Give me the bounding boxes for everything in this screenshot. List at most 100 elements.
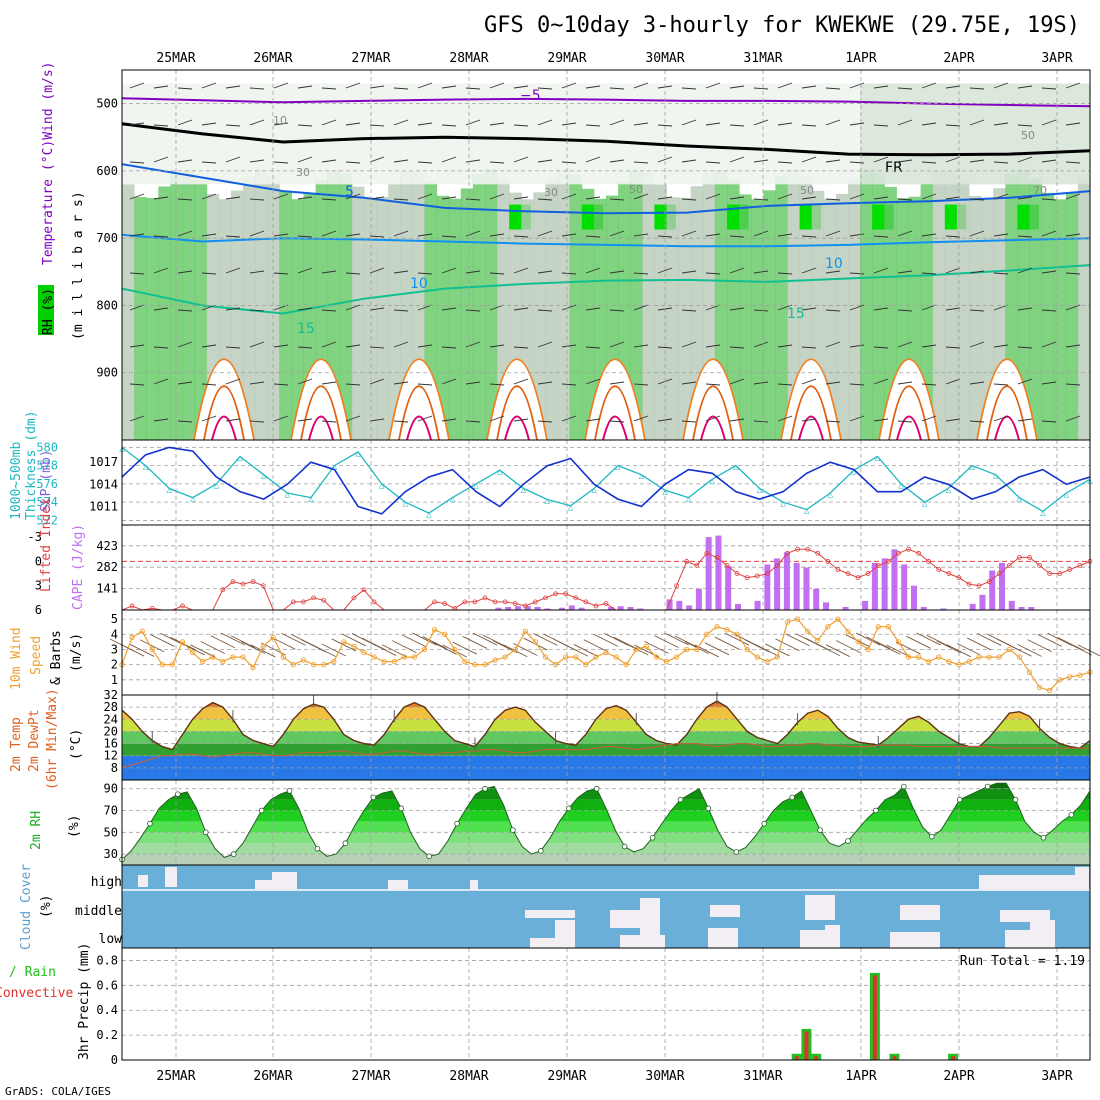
li-marker [321, 597, 327, 603]
cloud-clear-block [530, 938, 575, 948]
upper-wind-barb [537, 198, 553, 201]
li-marker [815, 550, 821, 556]
upper-wind-barb [681, 230, 697, 237]
rh-shade-band [1053, 199, 1067, 440]
wind10-barb [906, 635, 931, 649]
wind10-marker [613, 654, 619, 660]
upper-wind-barb [945, 378, 961, 385]
li-tick-label: 3 [35, 579, 42, 593]
upper-wind-barb [393, 230, 409, 237]
upper-wind-barb [993, 82, 1009, 89]
upper-wind-barb [345, 344, 361, 348]
li-marker [956, 575, 962, 581]
rh-shade-upper [509, 83, 522, 185]
rh-shade-band [243, 176, 256, 441]
upper-wind-barb [585, 307, 601, 311]
upper-wind-barb [177, 341, 193, 348]
upper-wind-barb [849, 344, 865, 348]
rh-shade-band [122, 184, 135, 440]
upper-left-label-rh: RH (%) [41, 288, 56, 335]
rh-shade-band [763, 190, 776, 440]
wind10-marker [653, 654, 660, 660]
upper-wind-barb [897, 87, 913, 90]
upper-wind-barb [249, 119, 265, 126]
rh-shade-upper [460, 83, 474, 185]
rh-shade-band [158, 186, 171, 440]
rh2m-marker [342, 840, 349, 847]
upper-wind-barb [129, 415, 145, 422]
rh-shade-band [557, 169, 571, 441]
date-label-top: 27MAR [351, 51, 390, 66]
temp-25-contour [692, 385, 734, 441]
upper-wind-barb [393, 198, 409, 201]
thickness-marker: △ [521, 485, 527, 495]
upper-wind-barb [849, 122, 865, 126]
upper-wind-barb [321, 87, 337, 90]
upper-wind-barb [369, 124, 385, 127]
date-label-top: 31MAR [743, 51, 782, 66]
date-label-bottom: 25MAR [156, 1069, 195, 1084]
wind10-marker [704, 631, 710, 637]
rh2m-marker [482, 785, 488, 792]
wind10-marker [421, 646, 428, 653]
upper-wind-barb [489, 82, 505, 89]
cloud-clear-block [979, 875, 1089, 890]
rh-shade-upper [448, 83, 462, 185]
precip-label-1: Total / Rain [0, 965, 56, 980]
wind10-barb [976, 633, 1002, 646]
wind10-marker [815, 637, 821, 644]
upper-wind-barb [1041, 381, 1057, 385]
cape-bar [862, 600, 869, 610]
upper-wind-barb [201, 161, 217, 164]
rh-shade-band [751, 199, 764, 440]
wind10-barb [644, 640, 669, 654]
upper-wind-barb [945, 346, 961, 349]
upper-wind-barb [633, 161, 649, 164]
upper-wind-barb [297, 85, 313, 89]
rh2m-marker [230, 851, 237, 857]
upper-wind-barb [993, 161, 1009, 164]
rh-shade-band [642, 171, 655, 440]
rh2m-label-2: (%) [67, 815, 82, 838]
upper-wind-barb [849, 233, 865, 237]
rh-shade-upper [424, 83, 438, 185]
precip-label-2: Convective [0, 986, 73, 1001]
slp-tick-label: 1011 [89, 500, 118, 514]
thickness-marker: △ [780, 499, 786, 509]
cape-bar [764, 564, 771, 610]
rh-shade-band [279, 190, 292, 440]
cloud-clear-block [640, 898, 660, 938]
upper-wind-barb [873, 346, 889, 349]
upper-wind-barb [153, 378, 169, 385]
wind10-barb [129, 644, 155, 657]
li-marker [361, 587, 367, 593]
li-marker [946, 571, 952, 576]
upper-wind-barb [321, 420, 337, 423]
upper-wind-barb [225, 124, 241, 127]
upper-wind-barb [417, 383, 433, 386]
contour-label: 15 [297, 321, 315, 337]
rh-band [122, 832, 1090, 844]
cloud-clear-block [1030, 920, 1055, 948]
upper-wind-barb [129, 82, 145, 89]
wind10-barb [936, 640, 962, 654]
rh-shade-band [884, 186, 897, 440]
upper-labels: RH (%) Temperature (°C)Wind (m/s) (m i l… [38, 62, 86, 340]
cloud-level-high: high [91, 875, 122, 890]
cloud-bg [122, 865, 1090, 948]
date-label-top: 26MAR [253, 51, 292, 66]
li-marker [744, 575, 750, 581]
upper-wind-barb [657, 267, 673, 274]
rh2m-line [121, 782, 1091, 860]
li-marker [492, 599, 498, 605]
wind10-barb [1077, 644, 1100, 657]
upper-wind-barb [297, 196, 313, 200]
upper-wind-barb [417, 233, 433, 237]
rh-band [122, 788, 1090, 800]
rh2m-marker [789, 794, 795, 801]
li-marker [764, 571, 770, 576]
cape-bar [901, 564, 908, 610]
wind10-marker [593, 654, 599, 660]
upper-wind-barb [753, 381, 769, 385]
upper-wind-barb [465, 159, 481, 163]
